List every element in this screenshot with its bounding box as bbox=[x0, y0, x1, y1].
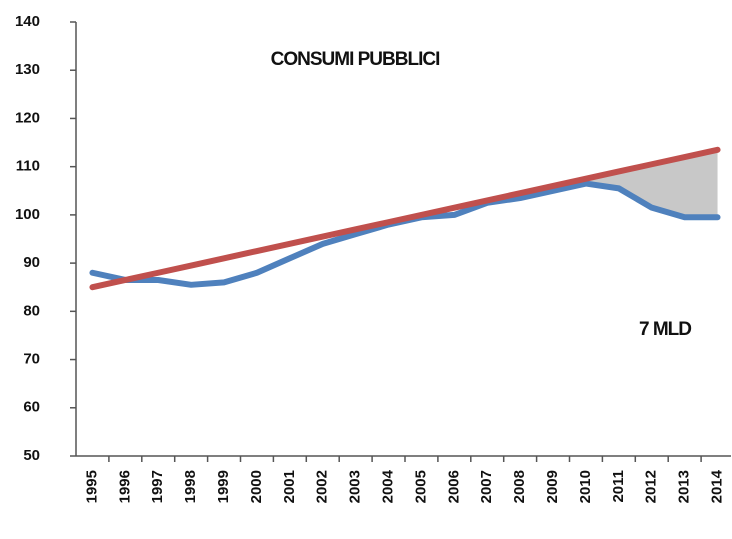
x-tick-label: 2005 bbox=[412, 470, 429, 503]
y-tick-label: 100 bbox=[15, 206, 40, 223]
y-tick-label: 60 bbox=[23, 399, 40, 416]
y-tick-label: 80 bbox=[23, 302, 40, 319]
y-tick-label: 110 bbox=[16, 158, 40, 175]
x-tick-label: 1996 bbox=[116, 470, 133, 503]
gap-area bbox=[585, 149, 718, 218]
x-tick-label: 1995 bbox=[83, 470, 100, 503]
y-tick-label: 120 bbox=[15, 109, 40, 126]
x-tick-label: 2002 bbox=[314, 470, 331, 503]
x-tick-label: 1997 bbox=[149, 470, 166, 503]
x-tick-label: 2001 bbox=[281, 470, 298, 503]
y-tick-label: 50 bbox=[23, 447, 40, 464]
x-tick-label: 1998 bbox=[182, 470, 199, 503]
x-tick-label: 2010 bbox=[577, 470, 594, 503]
x-tick-label: 2009 bbox=[544, 470, 561, 503]
x-tick-label: 1999 bbox=[215, 470, 232, 503]
x-tick-label: 2003 bbox=[347, 470, 364, 503]
x-tick-label: 2006 bbox=[445, 470, 462, 503]
y-tick-label: 90 bbox=[23, 254, 40, 271]
y-tick-label: 140 bbox=[15, 13, 40, 30]
series-line bbox=[89, 146, 721, 291]
chart-title: CONSUMI PUBBLICI bbox=[271, 49, 440, 70]
x-tick-label: 2014 bbox=[709, 469, 726, 503]
x-tick-label: 2013 bbox=[676, 470, 693, 503]
y-tick-label: 130 bbox=[15, 61, 40, 78]
annotation: 7 MLD bbox=[639, 319, 691, 340]
x-tick-label: 2012 bbox=[643, 470, 660, 503]
y-tick-label: 70 bbox=[23, 351, 40, 368]
x-tick-label: 2000 bbox=[248, 470, 265, 503]
x-tick-label: 2008 bbox=[511, 470, 528, 503]
x-tick-label: 2004 bbox=[380, 469, 397, 503]
x-tick-label: 2011 bbox=[610, 470, 627, 503]
x-tick-label: 2007 bbox=[478, 470, 495, 503]
